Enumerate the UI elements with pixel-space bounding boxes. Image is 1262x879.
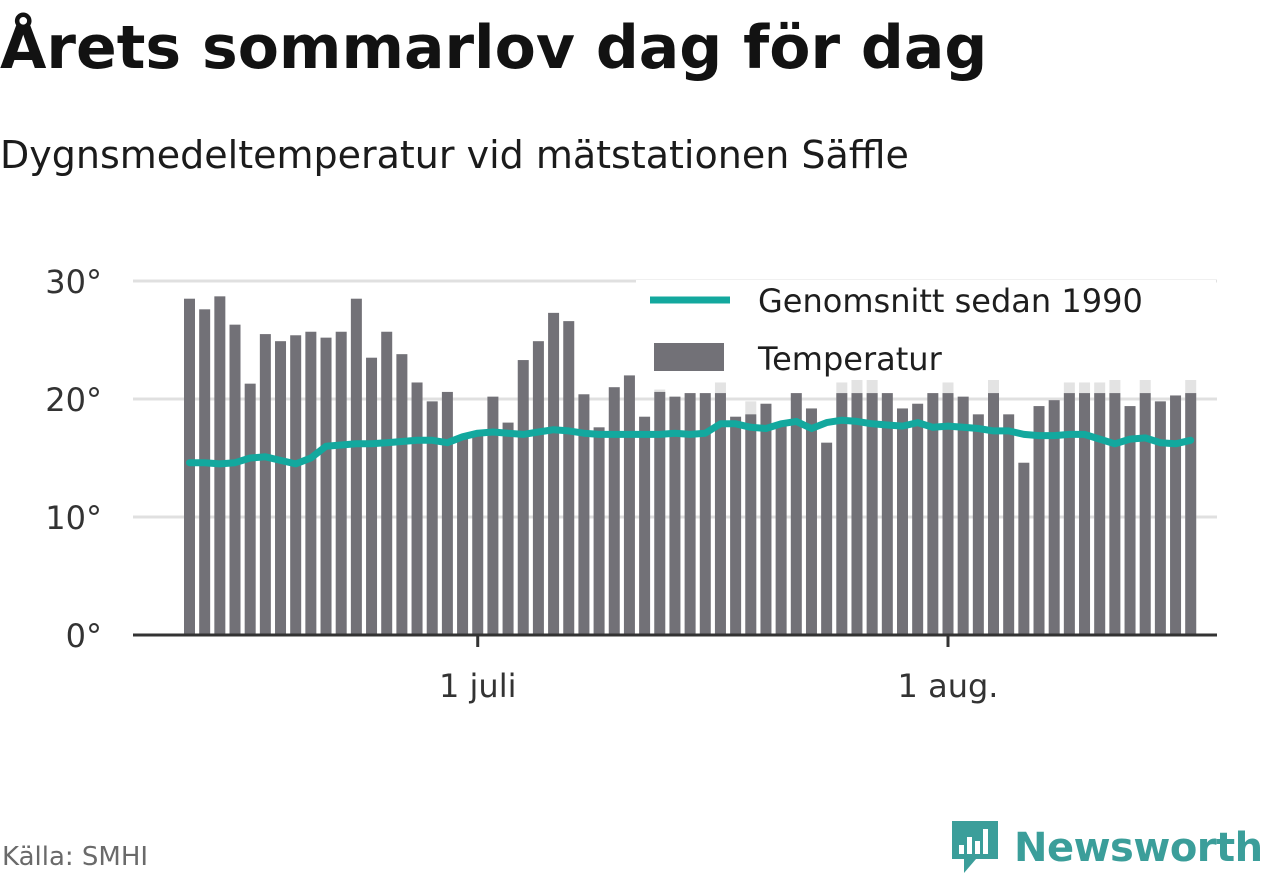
chart-average-line bbox=[186, 416, 1195, 468]
temperature-bar bbox=[487, 396, 499, 635]
chart-temperature-bars bbox=[184, 296, 1197, 635]
temperature-bar bbox=[912, 403, 924, 635]
temperature-bar bbox=[411, 382, 423, 635]
temperature-bar bbox=[760, 403, 772, 635]
chart-legend: Genomsnitt sedan 1990 Temperatur bbox=[636, 280, 1216, 380]
temperature-bar bbox=[730, 416, 742, 635]
average-line bbox=[186, 416, 1195, 468]
temperature-bar bbox=[184, 298, 195, 635]
temperature-bar bbox=[881, 393, 893, 635]
temperature-bar bbox=[457, 435, 469, 635]
temperature-bar bbox=[350, 298, 362, 635]
temperature-bar bbox=[836, 393, 848, 635]
temperature-bar bbox=[1139, 393, 1151, 635]
temperature-bar bbox=[699, 393, 711, 635]
temperature-bar bbox=[199, 309, 211, 635]
temperature-bar bbox=[972, 414, 984, 635]
y-tick-label: 0° bbox=[66, 617, 102, 655]
temperature-bar bbox=[1033, 406, 1045, 635]
temperature-bar bbox=[290, 335, 302, 635]
temperature-bar bbox=[1048, 400, 1060, 635]
x-tick-label: 1 juli bbox=[439, 667, 516, 705]
source-note: Källa: SMHI bbox=[2, 842, 149, 872]
temperature-bar bbox=[623, 375, 635, 635]
temperature-bar bbox=[1063, 393, 1075, 635]
temperature-bar bbox=[472, 432, 484, 635]
temperature-bar bbox=[957, 396, 969, 635]
chart-subtitle: Dygnsmedeltemperatur vid mätstationen Sä… bbox=[0, 133, 909, 177]
temperature-bar bbox=[669, 396, 681, 635]
temperature-bar bbox=[305, 331, 317, 635]
temperature-bar bbox=[275, 341, 287, 635]
newsworthy-logo-icon bbox=[952, 821, 998, 873]
temperature-bar bbox=[320, 337, 332, 635]
temperature-bar bbox=[335, 331, 347, 635]
temperature-bar bbox=[1124, 406, 1136, 635]
temperature-bar bbox=[548, 312, 560, 635]
temperature-bar bbox=[244, 383, 256, 635]
temperature-bar bbox=[821, 442, 833, 635]
temperature-bar bbox=[1079, 393, 1091, 635]
temperature-bar bbox=[1094, 393, 1106, 635]
y-tick-label: 20° bbox=[45, 381, 102, 419]
temperature-bar bbox=[608, 387, 620, 635]
temperature-bar bbox=[1018, 462, 1030, 635]
temperature-bar bbox=[654, 391, 666, 635]
temperature-bar bbox=[639, 416, 651, 635]
temperature-bar bbox=[1154, 401, 1166, 635]
temperature-bar bbox=[396, 354, 408, 635]
temperature-bar bbox=[1170, 395, 1182, 635]
chart-axes: 0° 10° 20° 30° 1 juli 1 aug. bbox=[45, 263, 1217, 705]
y-tick-label: 30° bbox=[45, 263, 102, 301]
temperature-bar bbox=[851, 393, 863, 635]
temperature-bar bbox=[927, 393, 939, 635]
temperature-bar bbox=[866, 393, 878, 635]
temperature-bar bbox=[502, 422, 514, 635]
brand-logo[interactable]: Newsworthy bbox=[950, 818, 1262, 878]
temperature-chart: 0° 10° 20° 30° 1 juli 1 aug. Genomsnitt sedan… bbox=[45, 263, 1217, 705]
chart-title: Årets sommarlov dag för dag bbox=[0, 13, 988, 83]
legend-swatch-temperature bbox=[654, 343, 724, 371]
temperature-bar bbox=[517, 360, 529, 635]
temperature-bar bbox=[745, 414, 757, 635]
temperature-bar bbox=[942, 393, 954, 635]
temperature-bar bbox=[1109, 393, 1121, 635]
temperature-bar bbox=[1185, 393, 1197, 635]
brand-name: Newsworthy bbox=[1014, 825, 1262, 871]
temperature-bar bbox=[578, 394, 590, 635]
legend-background bbox=[636, 280, 1216, 380]
temperature-bar bbox=[366, 357, 378, 635]
legend-label-temperature: Temperatur bbox=[757, 340, 943, 378]
y-tick-label: 10° bbox=[45, 499, 102, 537]
temperature-bar bbox=[593, 427, 605, 635]
legend-label-average: Genomsnitt sedan 1990 bbox=[758, 282, 1143, 320]
temperature-bar bbox=[563, 321, 575, 635]
temperature-bar bbox=[532, 341, 544, 635]
temperature-bar bbox=[426, 401, 438, 635]
temperature-bar bbox=[896, 408, 908, 635]
temperature-bar bbox=[229, 324, 241, 635]
temperature-bar bbox=[714, 393, 726, 635]
temperature-bar bbox=[684, 393, 696, 635]
temperature-bar bbox=[441, 391, 453, 635]
temperature-bar bbox=[775, 422, 787, 635]
temperature-bar bbox=[988, 393, 1000, 635]
temperature-bar bbox=[790, 393, 802, 635]
temperature-bar bbox=[805, 408, 817, 635]
temperature-bar bbox=[259, 334, 271, 635]
x-tick-label: 1 aug. bbox=[898, 667, 999, 705]
temperature-bar bbox=[1003, 414, 1015, 635]
temperature-bar bbox=[381, 331, 393, 635]
